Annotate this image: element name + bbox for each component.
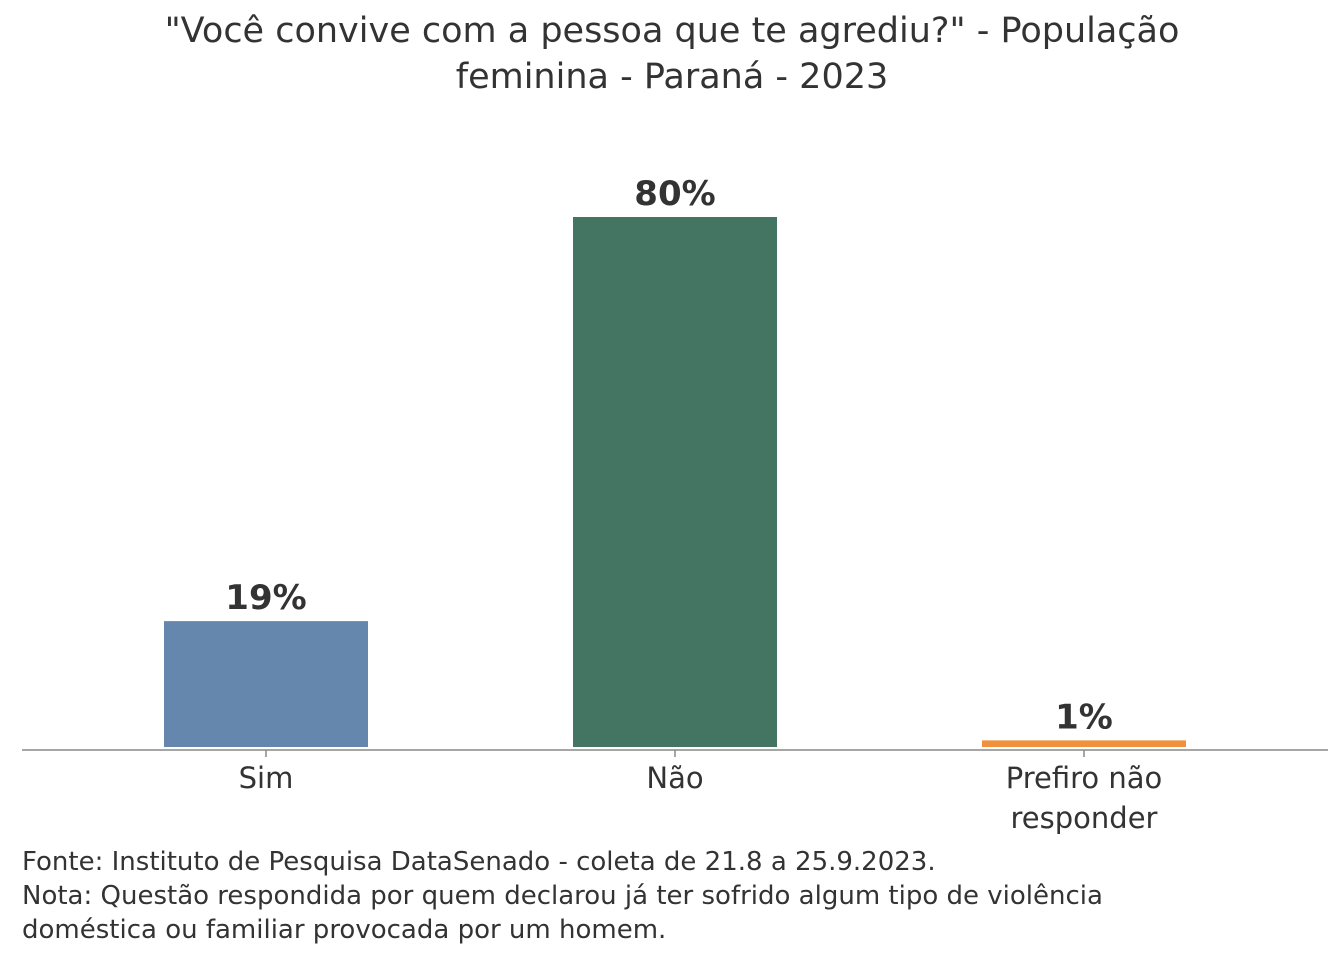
- data-label: 80%: [634, 174, 715, 214]
- data-label: 1%: [1055, 697, 1113, 737]
- data-label: 19%: [225, 578, 306, 618]
- chart-notes: Fonte: Instituto de Pesquisa DataSenado …: [22, 845, 1103, 947]
- footnote: doméstica ou familiar provocada por um h…: [22, 915, 667, 945]
- footnote: Nota: Questão respondida por quem declar…: [22, 881, 1103, 911]
- bar: [573, 217, 777, 747]
- chart-title: "Você convive com a pessoa que te agredi…: [0, 8, 1344, 100]
- x-tick-label: Prefiro não: [1006, 761, 1163, 795]
- bar: [164, 621, 368, 747]
- source-note: Fonte: Instituto de Pesquisa DataSenado …: [22, 847, 936, 877]
- x-tick-label: Não: [646, 761, 703, 795]
- x-tick-label: responder: [1011, 801, 1158, 835]
- bar: [982, 740, 1186, 747]
- x-tick-label: Sim: [239, 761, 294, 795]
- chart-title-line: feminina - Paraná - 2023: [455, 57, 889, 97]
- chart-title-line: "Você convive com a pessoa que te agredi…: [164, 11, 1180, 51]
